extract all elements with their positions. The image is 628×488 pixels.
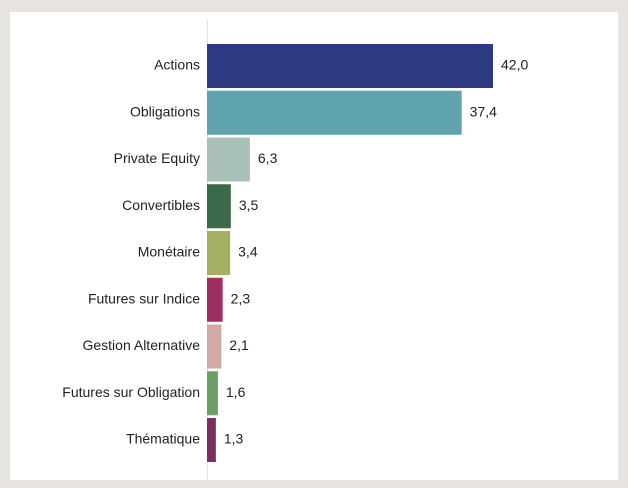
category-label: Private Equity <box>114 150 200 166</box>
category-label: Convertibles <box>122 197 200 213</box>
bar <box>207 371 218 416</box>
bar <box>207 277 223 322</box>
value-label: 3,4 <box>238 244 258 260</box>
bar <box>207 418 216 462</box>
bar <box>207 324 222 369</box>
category-label: Futures sur Indice <box>88 290 200 306</box>
value-label: 1,3 <box>224 431 244 447</box>
value-label: 2,1 <box>229 337 249 353</box>
value-label: 37,4 <box>470 103 497 119</box>
category-label: Futures sur Obligation <box>62 384 200 400</box>
category-label: Monétaire <box>138 244 200 260</box>
bar <box>207 90 462 135</box>
value-label: 2,3 <box>231 290 251 306</box>
bar <box>207 44 493 88</box>
bar <box>207 184 231 229</box>
bar <box>207 231 231 275</box>
value-label: 1,6 <box>226 384 246 400</box>
value-label: 6,3 <box>258 150 278 166</box>
value-label: 42,0 <box>501 57 528 73</box>
value-label: 3,5 <box>239 197 259 213</box>
category-label: Obligations <box>130 103 200 119</box>
category-label: Gestion Alternative <box>82 337 200 353</box>
panel <box>10 12 618 480</box>
bar <box>207 137 250 182</box>
category-label: Thématique <box>126 431 200 447</box>
category-label: Actions <box>154 57 200 73</box>
